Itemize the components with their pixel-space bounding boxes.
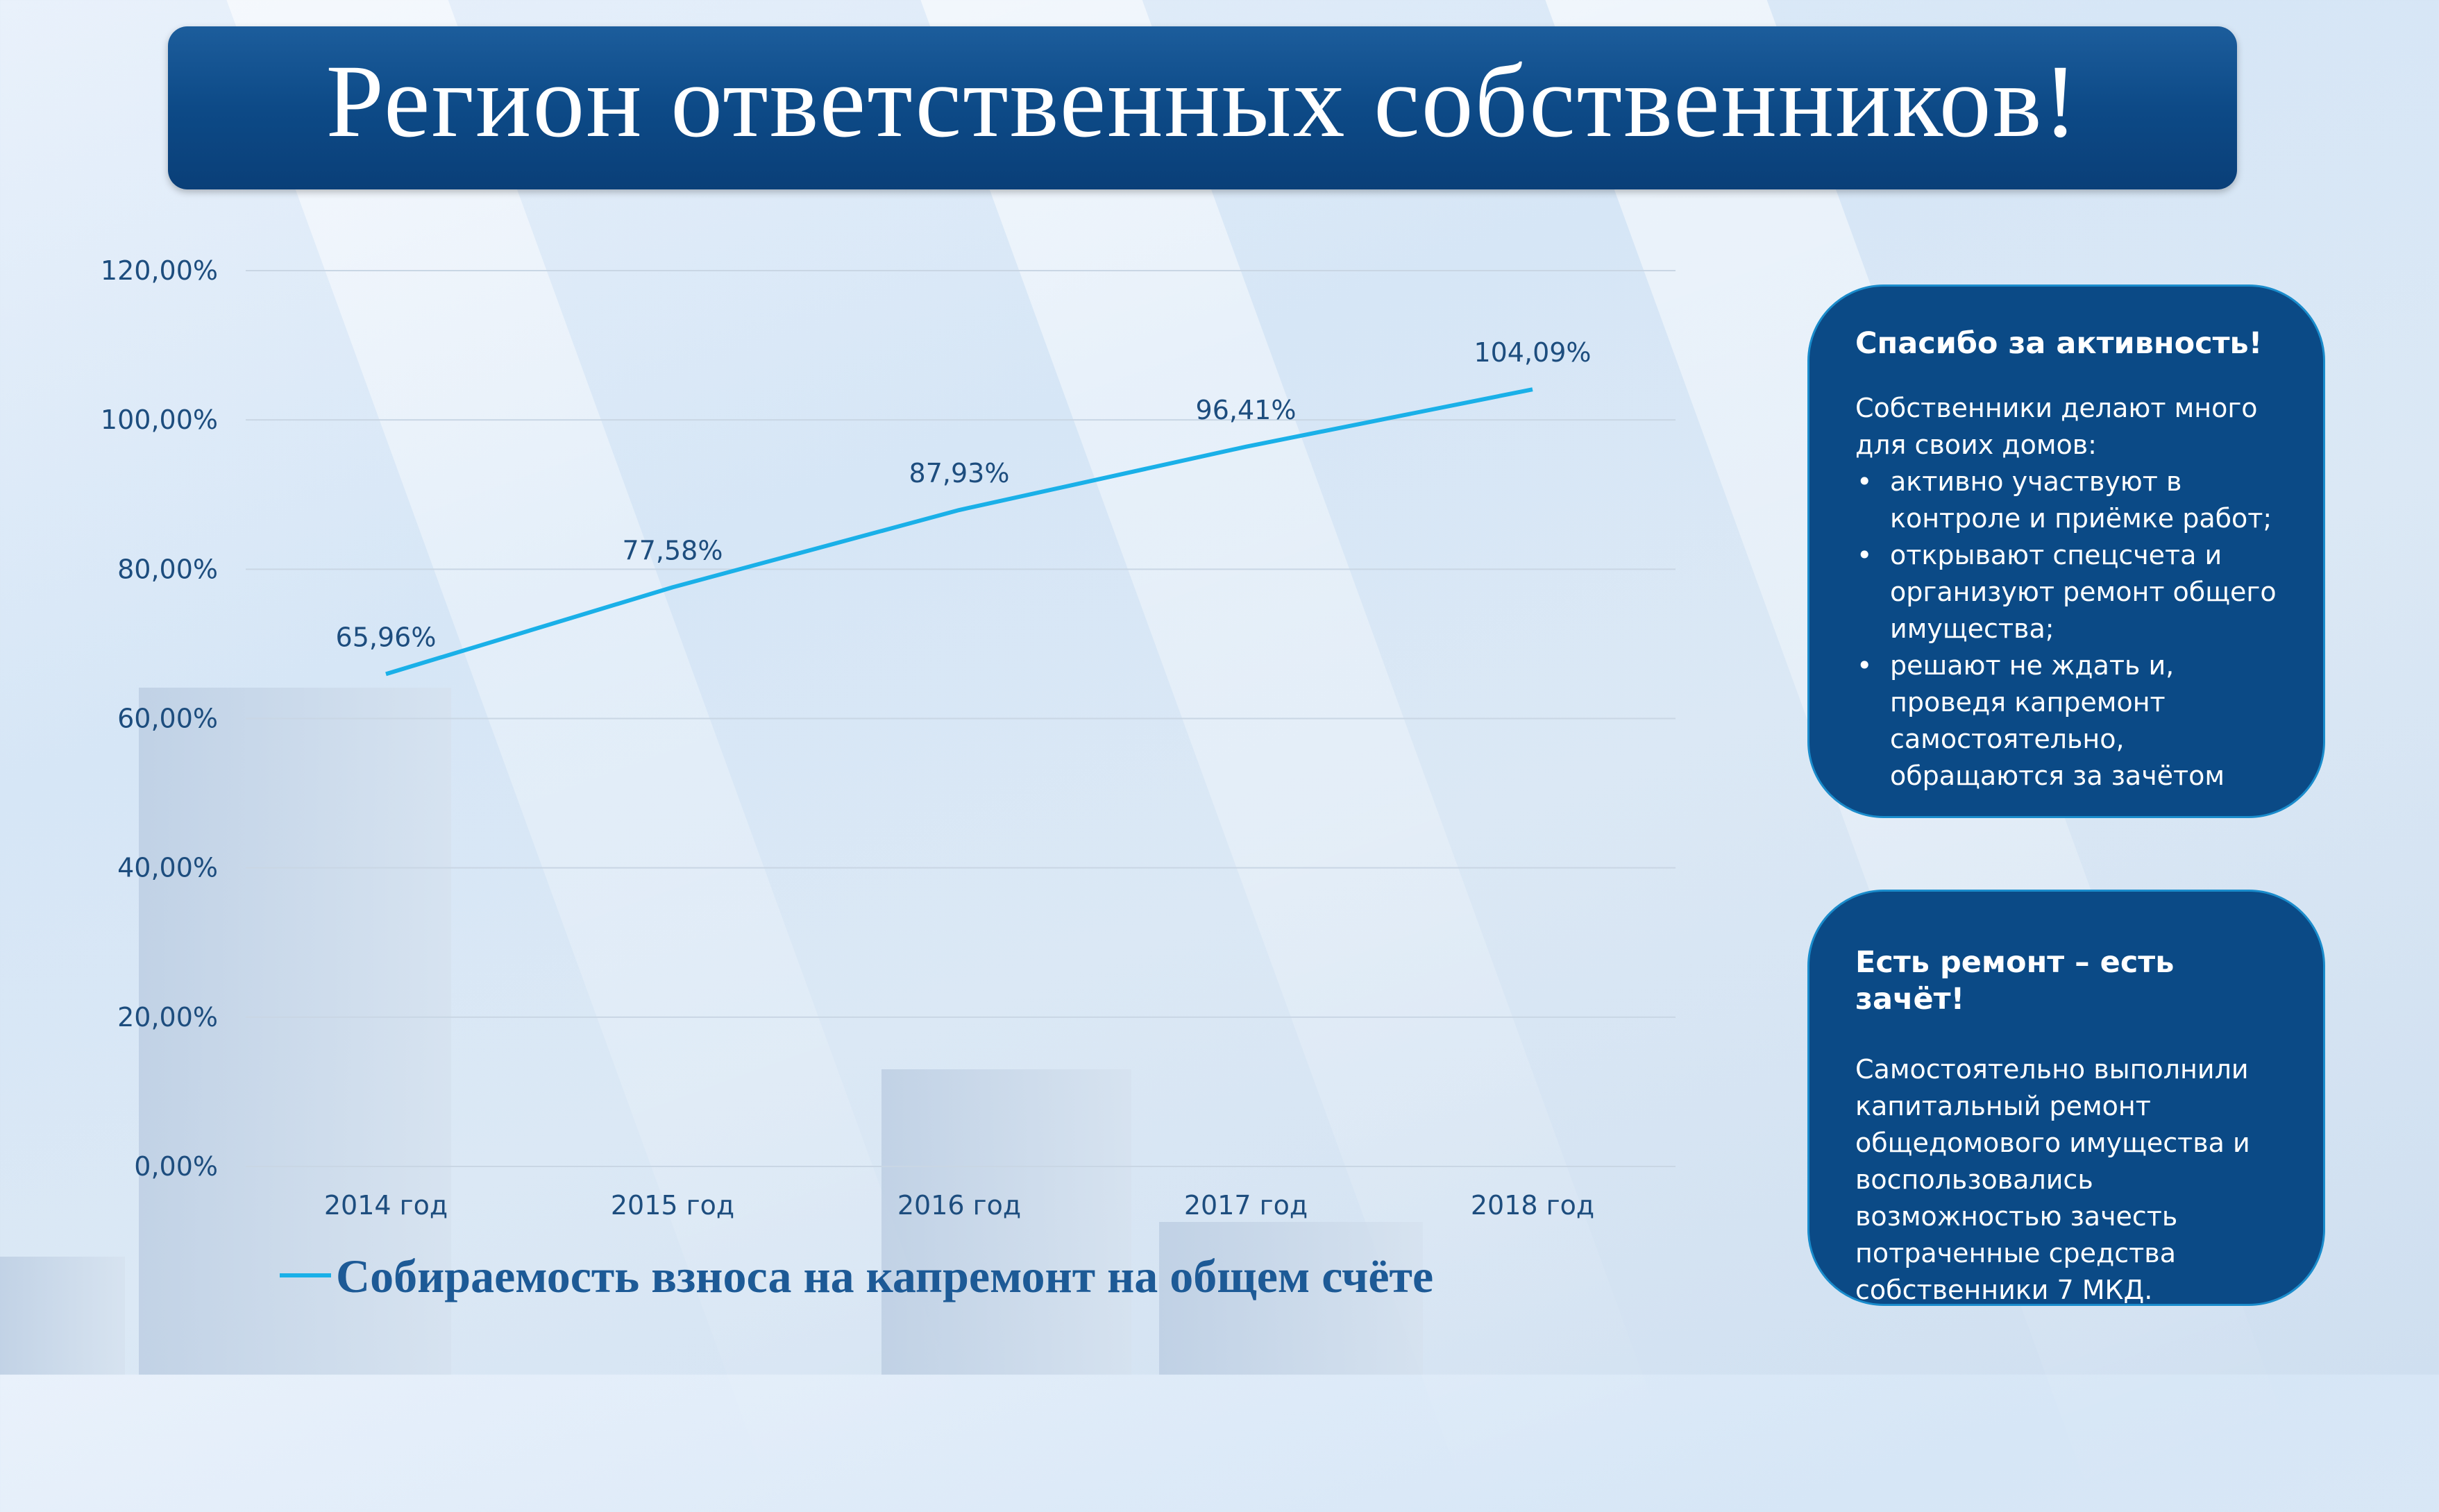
info-box-repair: Есть ремонт – есть зачёт! Самостоятельно… [1807,890,2325,1306]
y-tick-label: 80,00% [117,554,218,584]
x-tick-label: 2016 год [897,1190,1021,1221]
legend-label: Собираемость взноса на капремонт на обще… [336,1250,1433,1302]
x-tick-label: 2014 год [324,1190,448,1221]
y-tick-label: 120,00% [101,255,218,286]
data-label: 65,96% [336,622,437,652]
x-tick-label: 2015 год [611,1190,734,1221]
y-tick-label: 0,00% [134,1151,218,1182]
x-tick-label: 2017 год [1184,1190,1308,1221]
background-building [1159,1222,1423,1375]
data-label: 104,09% [1474,337,1591,368]
background-building [139,688,451,1375]
background-building [881,1069,1131,1375]
list-item: открывают спецсчета и организуют ремонт … [1857,537,2288,647]
slide-title: Регион ответственных собственников! [326,43,2079,159]
y-tick-label: 20,00% [117,1002,218,1033]
y-tick-label: 100,00% [101,405,218,435]
box-intro: Собственники делают много для своих домо… [1855,393,2258,460]
x-tick-label: 2018 год [1471,1190,1594,1221]
box-list: активно участвуют в контроле и приёмке р… [1855,464,2288,795]
info-box-activity: Спасибо за активность! Собственники дела… [1807,284,2325,818]
title-banner: Регион ответственных собственников! [168,26,2237,189]
line-chart: 0,00% 20,00% 40,00% 60,00% 80,00% 100,00% 120,… [101,255,1676,1302]
data-label: 96,41% [1196,395,1297,425]
list-item: активно участвуют в контроле и приёмке р… [1857,464,2288,537]
data-label: 77,58% [623,535,723,566]
box-text: Самостоятельно выполнили капитальный рем… [1855,1054,2250,1305]
box-heading: Есть ремонт – есть зачёт! [1855,945,2175,1017]
background-building [0,1257,125,1375]
series-line [385,387,1533,677]
data-label: 87,93% [909,458,1010,489]
y-tick-label: 40,00% [117,853,218,883]
y-tick-label: 60,00% [117,704,218,734]
list-item: решают не ждать и, проведя капремонт сам… [1857,647,2288,795]
box-heading: Спасибо за активность! [1855,326,2263,361]
